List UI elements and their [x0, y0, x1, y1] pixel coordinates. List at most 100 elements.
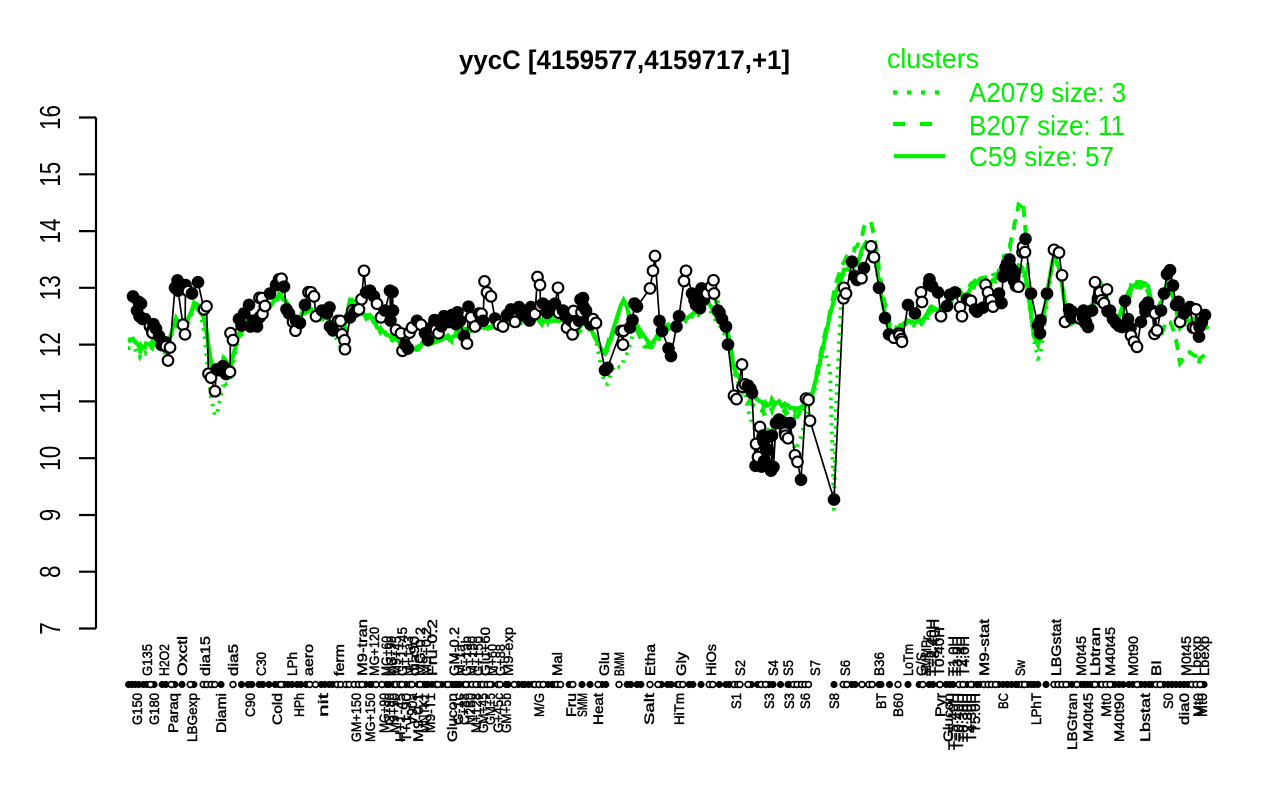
svg-text:Glu: Glu [596, 652, 612, 676]
svg-text:Sw: Sw [1012, 659, 1028, 676]
svg-text:A2079 size: 3: A2079 size: 3 [969, 77, 1126, 108]
svg-text:M+128: M+128 [468, 693, 484, 733]
svg-text:C90: C90 [242, 693, 258, 717]
svg-text:Glucon: Glucon [444, 693, 460, 742]
svg-text:M0t45: M0t45 [1073, 636, 1089, 676]
svg-text:S0: S0 [1160, 693, 1176, 709]
svg-text:8: 8 [35, 565, 67, 578]
svg-text:Lbtran: Lbtran [1087, 627, 1103, 676]
svg-text:G-1c: G-1c [450, 693, 466, 725]
svg-text:Cold: Cold [269, 693, 285, 725]
svg-text:yycC [4159577,4159717,+1]: yycC [4159577,4159717,+1] [459, 45, 790, 75]
svg-text:S7: S7 [807, 660, 823, 676]
svg-text:Mt0: Mt0 [1098, 693, 1114, 717]
svg-text:SMM: SMM [574, 693, 590, 717]
svg-text:M+1a3: M+1a3 [400, 636, 416, 676]
svg-text:M9+0.2: M9+0.2 [418, 627, 434, 676]
svg-text:T1.0H: T1.0H [945, 636, 961, 676]
svg-text:G+90: G+90 [381, 693, 397, 725]
svg-text:M+150: M+150 [464, 636, 480, 676]
svg-text:G+1+45: G+1+45 [394, 627, 410, 676]
svg-text:Diami: Diami [213, 693, 229, 733]
svg-text:Mt0: Mt0 [1190, 693, 1206, 717]
svg-text:Lbstat: Lbstat [1137, 693, 1153, 742]
svg-text:BC: BC [995, 693, 1011, 709]
svg-text:M40t45: M40t45 [1102, 627, 1118, 676]
svg-text:nit: nit [315, 693, 331, 717]
svg-text:M+60: M+60 [484, 644, 500, 676]
svg-text:V90a: V90a [404, 693, 420, 725]
svg-text:clusters: clusters [887, 43, 979, 74]
svg-text:C59 size: 57: C59 size: 57 [969, 141, 1114, 172]
svg-text:B207 size: 11: B207 size: 11 [969, 110, 1125, 141]
svg-text:SMMPr: SMMPr [918, 636, 934, 676]
svg-text:GM+150: GM+150 [348, 693, 364, 742]
svg-text:T2.4H: T2.4H [953, 636, 969, 676]
svg-text:Lbexp: Lbexp [1188, 636, 1204, 676]
svg-text:13: 13 [35, 275, 67, 300]
svg-text:T2.30H: T2.30H [959, 693, 975, 742]
svg-text:G+88: G+88 [492, 644, 508, 676]
svg-text:T4.0H: T4.0H [956, 636, 972, 676]
svg-text:S2: S2 [732, 660, 748, 676]
svg-text:M2B0: M2B0 [462, 693, 478, 725]
svg-text:GM+45: GM+45 [475, 693, 491, 733]
svg-text:G135: G135 [139, 644, 155, 676]
svg-text:Etha: Etha [642, 644, 658, 676]
svg-text:LoTm: LoTm [900, 644, 916, 676]
svg-text:M-1a: M-1a [452, 644, 468, 676]
svg-text:C30: C30 [253, 652, 269, 676]
svg-text:G180: G180 [146, 693, 162, 725]
svg-text:BI: BI [1148, 660, 1164, 676]
svg-text:MG+60: MG+60 [378, 636, 394, 676]
svg-text:S8: S8 [826, 693, 842, 709]
svg-text:G+150: G+150 [470, 636, 486, 676]
svg-text:B36: B36 [871, 652, 887, 676]
svg-text:Paraq: Paraq [165, 693, 181, 733]
svg-text:Heat: Heat [590, 693, 606, 725]
svg-text:M9-0.1: M9-0.1 [410, 693, 426, 742]
svg-text:aero: aero [300, 644, 316, 676]
svg-text:11: 11 [35, 389, 67, 414]
svg-text:Glucon: Glucon [940, 693, 956, 742]
svg-text:BMM: BMM [611, 652, 627, 676]
svg-text:G150: G150 [129, 693, 145, 725]
svg-text:HPh: HPh [291, 693, 307, 717]
svg-text:S5: S5 [780, 660, 796, 676]
svg-text:T4.30H: T4.30H [963, 693, 979, 742]
svg-text:Lbexp: Lbexp [1196, 636, 1212, 676]
svg-text:LPh: LPh [284, 652, 300, 676]
svg-text:T3.0H: T3.0H [949, 636, 965, 676]
svg-text:Salt: Salt [641, 693, 657, 725]
svg-text:G/S: G/S [913, 652, 929, 676]
svg-text:S1: S1 [728, 693, 744, 709]
svg-text:HiTm: HiTm [671, 693, 687, 725]
svg-text:Pyr: Pyr [932, 693, 948, 717]
svg-text:GM+5: GM+5 [482, 693, 498, 725]
svg-text:MNTK1: MNTK1 [416, 693, 432, 733]
svg-text:10: 10 [35, 446, 67, 471]
svg-text:MG+150: MG+150 [362, 693, 378, 742]
svg-text:Mal: Mal [549, 652, 565, 676]
svg-text:S6: S6 [837, 660, 853, 676]
svg-text:14: 14 [35, 219, 67, 244]
svg-text:MG+90: MG+90 [383, 636, 399, 676]
svg-text:S6: S6 [797, 693, 813, 709]
svg-text:T=0.40H: T=0.40H [950, 693, 966, 750]
svg-text:S3: S3 [761, 693, 777, 709]
svg-text:Gly: Gly [673, 652, 689, 676]
svg-text:M0t45: M0t45 [1178, 636, 1194, 676]
svg-text:LPhT: LPhT [1028, 693, 1044, 725]
svg-text:Glu+60: Glu+60 [477, 627, 493, 676]
svg-text:12: 12 [35, 332, 67, 357]
svg-text:BT: BT [873, 693, 889, 709]
svg-text:MG-0.2: MG-0.2 [412, 627, 428, 676]
svg-text:T=8.40H: T=8.40H [926, 619, 942, 676]
svg-text:Fru-0.2: Fru-0.2 [424, 619, 440, 676]
svg-text:GM-0.2: GM-0.2 [446, 627, 462, 676]
svg-text:M9+90: M9+90 [386, 693, 402, 733]
svg-text:ferm: ferm [331, 644, 347, 676]
svg-text:S3: S3 [781, 693, 797, 709]
svg-text:GM+5b: GM+5b [498, 693, 514, 733]
svg-text:15: 15 [35, 162, 67, 187]
